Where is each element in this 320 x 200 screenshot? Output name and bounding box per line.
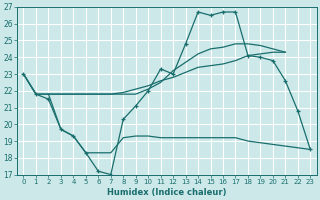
X-axis label: Humidex (Indice chaleur): Humidex (Indice chaleur) (107, 188, 227, 197)
